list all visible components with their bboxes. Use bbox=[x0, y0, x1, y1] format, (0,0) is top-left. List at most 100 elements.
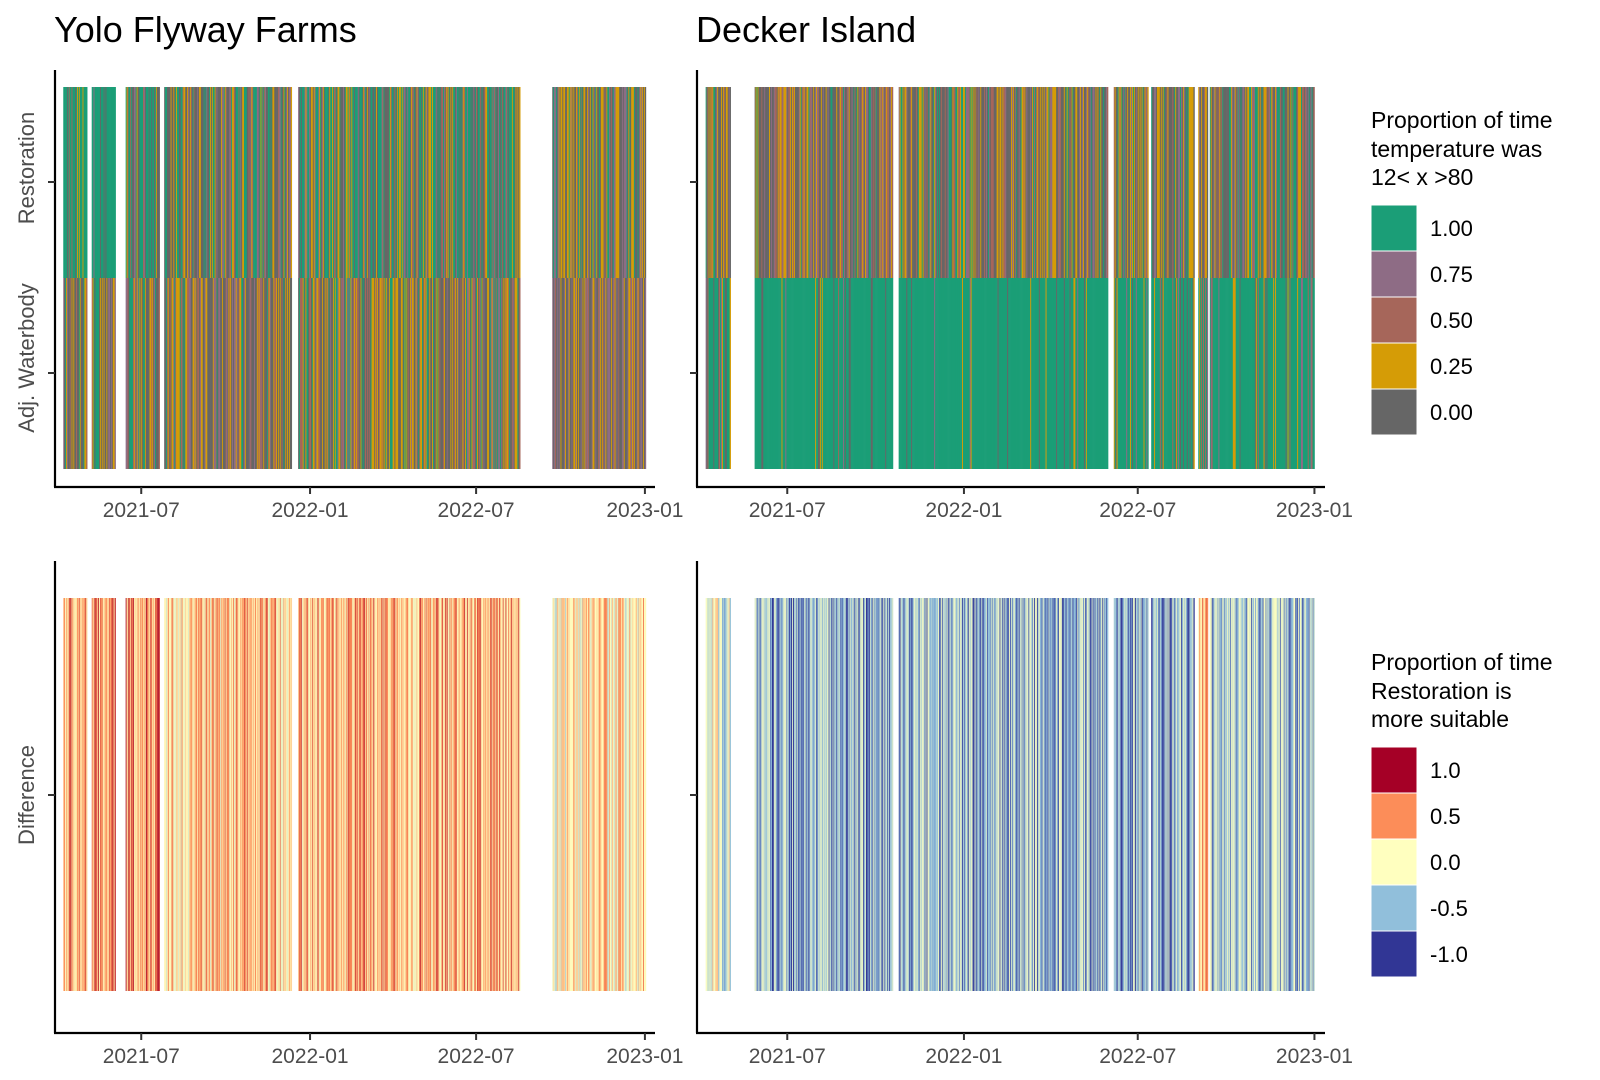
heatmap-cell bbox=[605, 87, 607, 278]
heatmap-cell bbox=[270, 598, 272, 991]
heatmap-cell bbox=[1042, 598, 1044, 991]
heatmap-cell bbox=[1024, 87, 1026, 278]
heatmap-cell bbox=[222, 278, 225, 469]
heatmap-cell bbox=[1276, 87, 1278, 278]
heatmap-cell bbox=[1233, 278, 1236, 469]
heatmap-cell bbox=[794, 87, 797, 278]
heatmap-cell bbox=[611, 278, 614, 469]
heatmap-cell bbox=[1283, 598, 1286, 991]
heatmap-cell bbox=[815, 598, 817, 991]
heatmap-cell bbox=[143, 598, 145, 991]
heatmap-cell bbox=[811, 87, 813, 278]
heatmap-cell bbox=[1058, 278, 1060, 469]
heatmap-cell bbox=[1137, 598, 1140, 991]
heatmap-cell bbox=[1165, 598, 1167, 991]
heatmap-cell bbox=[392, 598, 394, 991]
heatmap-cell bbox=[599, 87, 602, 278]
heatmap-cell bbox=[977, 278, 979, 469]
heatmap-cell bbox=[273, 87, 275, 278]
heatmap-cell bbox=[855, 278, 857, 469]
heatmap-cell bbox=[590, 87, 593, 278]
heatmap-cell bbox=[1254, 598, 1257, 991]
heatmap-cell bbox=[1020, 598, 1022, 991]
heatmap-cell bbox=[832, 598, 834, 991]
heatmap-cell bbox=[436, 278, 438, 469]
legend-key bbox=[1370, 746, 1418, 794]
heatmap-cell bbox=[235, 87, 237, 278]
heatmap-cell bbox=[388, 598, 391, 991]
heatmap-cell bbox=[243, 278, 246, 469]
heatmap-cell bbox=[1156, 598, 1159, 991]
heatmap-cell bbox=[341, 278, 343, 469]
heatmap-cell bbox=[1306, 598, 1309, 991]
heatmap-cell bbox=[810, 598, 812, 991]
heatmap-cell bbox=[63, 278, 65, 469]
heatmap-cell bbox=[1257, 278, 1260, 469]
heatmap-cell bbox=[561, 278, 563, 469]
heatmap-cell bbox=[800, 278, 803, 469]
heatmap-cell bbox=[441, 598, 443, 991]
heatmap-cell bbox=[389, 598, 392, 991]
heatmap-cell bbox=[866, 598, 868, 991]
heatmap-cell bbox=[1305, 278, 1308, 469]
heatmap-cell bbox=[1172, 278, 1174, 469]
heatmap-cell bbox=[1116, 598, 1118, 991]
heatmap-cell bbox=[1183, 598, 1186, 991]
x-tick-label: 2022-07 bbox=[1099, 499, 1176, 522]
heatmap-cell bbox=[719, 87, 721, 278]
heatmap-cell bbox=[283, 87, 285, 278]
heatmap-cell bbox=[385, 278, 387, 469]
heatmap-cell bbox=[553, 87, 555, 278]
heatmap-cell bbox=[574, 598, 576, 991]
heatmap-cell bbox=[370, 598, 372, 991]
heatmap-cell bbox=[280, 598, 282, 991]
heatmap-cell bbox=[355, 598, 358, 991]
heatmap-cell bbox=[503, 278, 505, 469]
heatmap-cell bbox=[1304, 598, 1307, 991]
heatmap-cell bbox=[510, 278, 512, 469]
heatmap-cell bbox=[783, 87, 785, 278]
heatmap-cell bbox=[315, 278, 317, 469]
heatmap-cell bbox=[599, 598, 602, 991]
heatmap-cell bbox=[100, 87, 103, 278]
heatmap-cell bbox=[1016, 598, 1019, 991]
heatmap-cell bbox=[151, 278, 153, 469]
heatmap-cell bbox=[79, 87, 82, 278]
heatmap-cell bbox=[499, 598, 502, 991]
heatmap-cell bbox=[475, 278, 477, 469]
heatmap-cell bbox=[215, 278, 217, 469]
heatmap-cell bbox=[1143, 87, 1145, 278]
heatmap-cell bbox=[620, 598, 622, 991]
heatmap-cell bbox=[755, 87, 757, 278]
heatmap-cell bbox=[199, 598, 202, 991]
heatmap-cell bbox=[1226, 598, 1228, 991]
heatmap-cell bbox=[1102, 87, 1104, 278]
heatmap-cell bbox=[1252, 278, 1255, 469]
heatmap-cell bbox=[1147, 598, 1149, 991]
heatmap-cell bbox=[223, 278, 226, 469]
heatmap-cell bbox=[921, 598, 924, 991]
heatmap-cell bbox=[199, 278, 201, 469]
heatmap-cell bbox=[237, 598, 239, 991]
heatmap-cell bbox=[246, 87, 249, 278]
heatmap-cell bbox=[902, 87, 904, 278]
heatmap-cell bbox=[595, 598, 597, 991]
heatmap-cell bbox=[278, 278, 281, 469]
heatmap-cell bbox=[201, 87, 204, 278]
heatmap-cell bbox=[726, 278, 729, 469]
heatmap-cell bbox=[366, 278, 369, 469]
heatmap-cell bbox=[1191, 598, 1193, 991]
heatmap-cell bbox=[1096, 87, 1098, 278]
heatmap-cell bbox=[914, 87, 916, 278]
heatmap-cell bbox=[224, 278, 226, 469]
heatmap-cell bbox=[1099, 87, 1101, 278]
heatmap-cell bbox=[924, 87, 926, 278]
heatmap-cell bbox=[822, 598, 825, 991]
heatmap-cell bbox=[381, 278, 383, 469]
heatmap-cell bbox=[813, 598, 815, 991]
heatmap-cell bbox=[817, 278, 819, 469]
heatmap-cell bbox=[1078, 598, 1080, 991]
heatmap-cell bbox=[712, 278, 714, 469]
heatmap-cell bbox=[67, 87, 70, 278]
